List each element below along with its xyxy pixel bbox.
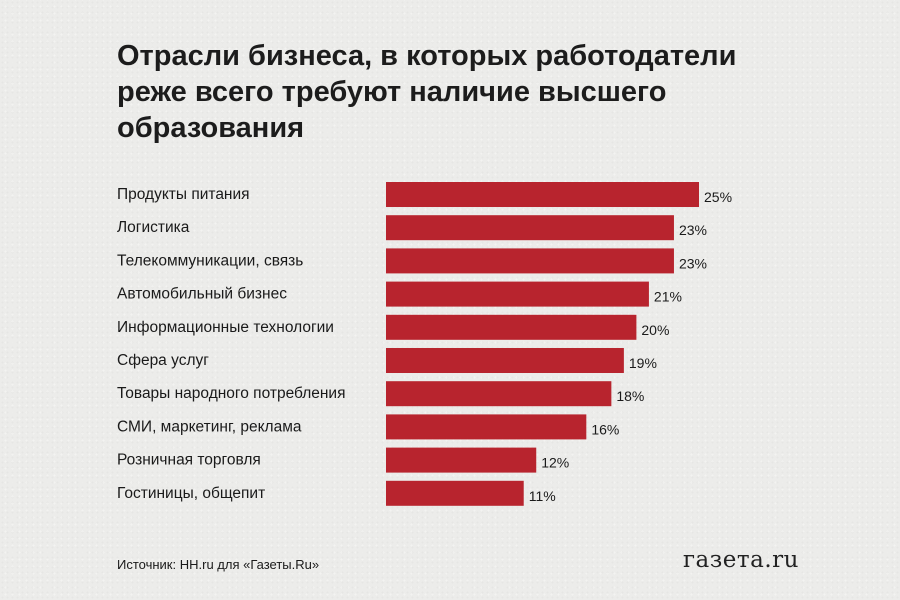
- category-label: Розничная торговля: [117, 452, 261, 469]
- category-label: Автомобильный бизнес: [117, 286, 287, 303]
- bar: [386, 348, 624, 373]
- source-note: Источник: HH.ru для «Газеты.Ru»: [117, 557, 320, 572]
- bar: [386, 414, 587, 440]
- category-label: Телекоммуникации, связь: [117, 252, 303, 269]
- category-label: Товары народного потребления: [117, 385, 345, 402]
- value-label: 23%: [679, 222, 707, 238]
- category-label: Продукты питания: [117, 186, 250, 203]
- category-label: СМИ, маркетинг, реклама: [117, 418, 302, 435]
- gazeta-logo: газета.ru: [683, 547, 799, 573]
- bar: [386, 281, 649, 307]
- bar: [386, 447, 537, 473]
- value-label: 23%: [679, 255, 707, 271]
- bar: [386, 182, 699, 207]
- category-label: Гостиницы, общепит: [117, 485, 265, 502]
- bar: [386, 381, 612, 407]
- category-label: Логистика: [117, 219, 190, 236]
- bar: [386, 480, 524, 506]
- chart-title: Отрасли бизнеса, в которых работодатели …: [117, 40, 737, 144]
- category-label: Сфера услуг: [117, 352, 209, 369]
- value-label: 19%: [629, 355, 657, 371]
- value-label: 25%: [704, 189, 732, 205]
- value-label: 21%: [654, 289, 682, 305]
- bar: [386, 314, 637, 340]
- value-label: 18%: [616, 388, 644, 404]
- bar: [386, 215, 674, 241]
- value-label: 16%: [591, 421, 619, 437]
- value-label: 20%: [641, 322, 669, 338]
- category-label: Информационные технологии: [117, 319, 334, 336]
- value-label: 12%: [541, 455, 569, 471]
- value-label: 11%: [529, 488, 556, 504]
- bar: [386, 248, 674, 274]
